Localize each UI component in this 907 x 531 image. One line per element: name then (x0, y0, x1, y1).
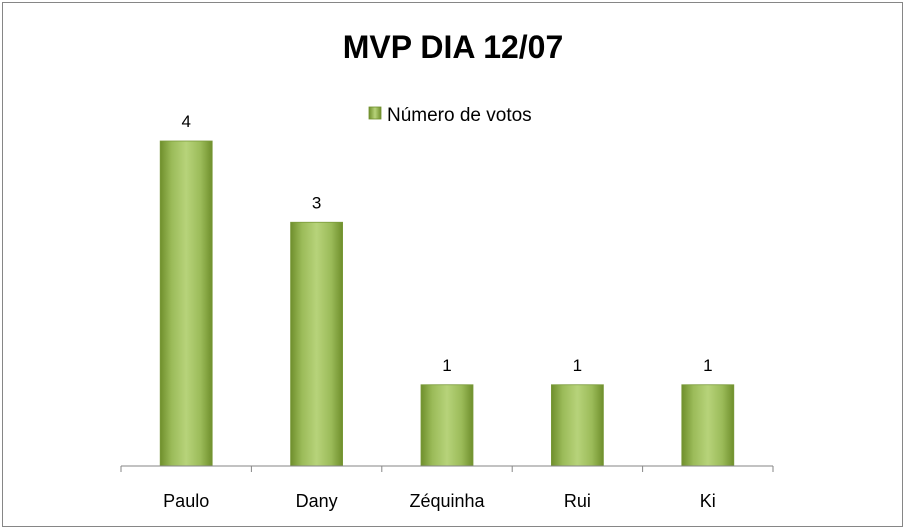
category-label-zéquinha: Zéquinha (409, 491, 485, 511)
data-label-zéquinha: 1 (442, 356, 451, 375)
legend-swatch (368, 106, 382, 120)
legend: Número de votos (368, 105, 532, 126)
chart-title: MVP DIA 12/07 (343, 29, 564, 65)
data-label-ki: 1 (703, 356, 712, 375)
data-label-paulo: 4 (181, 112, 190, 131)
bar-zéquinha (420, 384, 474, 467)
data-label-rui: 1 (573, 356, 582, 375)
category-labels-group: Paulo Dany Zéquinha Rui Ki (163, 491, 716, 511)
bar-dany (290, 221, 344, 467)
legend-label: Número de votos (387, 105, 532, 126)
bar-rui (551, 384, 604, 467)
bar-paulo (159, 140, 213, 467)
x-axis (120, 465, 774, 472)
category-label-paulo: Paulo (163, 491, 209, 511)
bars-group (159, 140, 735, 467)
data-labels-group: 4 3 1 1 1 (181, 112, 712, 375)
category-label-ki: Ki (700, 491, 716, 511)
category-label-dany: Dany (296, 491, 338, 511)
data-label-dany: 3 (312, 193, 321, 212)
bar-ki (681, 384, 735, 467)
category-label-rui: Rui (564, 491, 591, 511)
